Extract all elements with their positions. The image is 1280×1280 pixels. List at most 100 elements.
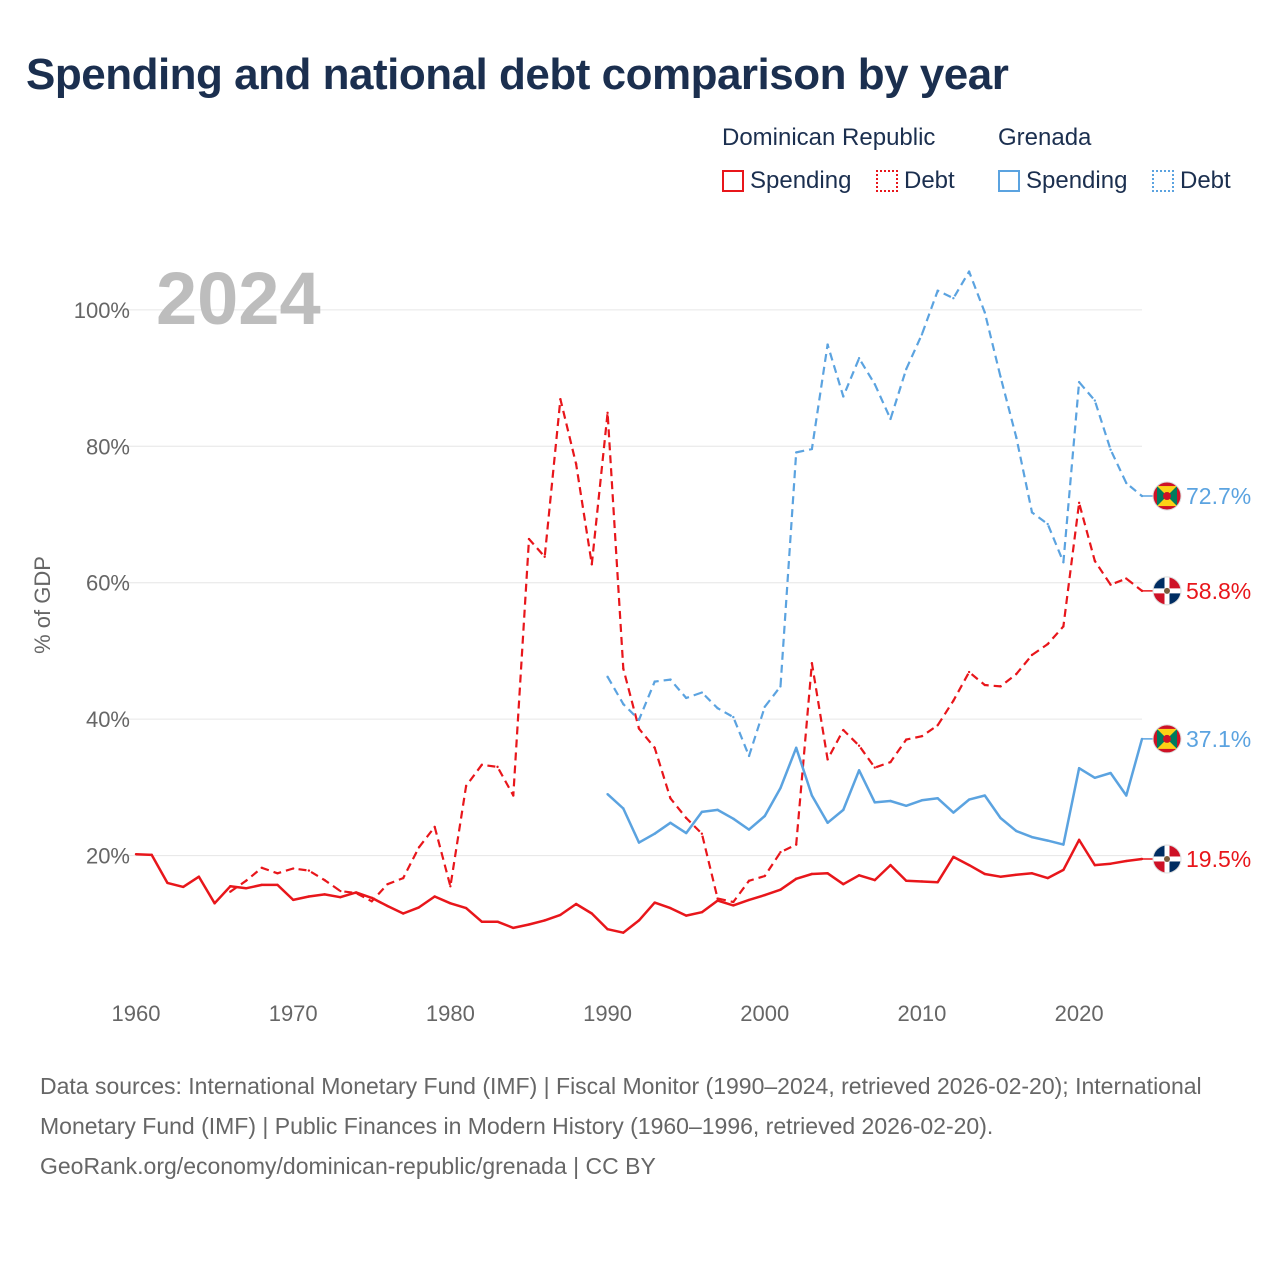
data-point bbox=[574, 902, 578, 906]
series-line-2 bbox=[606, 738, 1144, 846]
data-point bbox=[716, 707, 719, 710]
data-point bbox=[684, 696, 688, 700]
data-point bbox=[166, 881, 169, 885]
data-point bbox=[905, 879, 908, 883]
data-point bbox=[936, 880, 939, 884]
data-point bbox=[920, 880, 924, 883]
data-point bbox=[763, 705, 766, 709]
data-point bbox=[826, 758, 829, 761]
data-point bbox=[1093, 399, 1097, 402]
data-point bbox=[229, 885, 232, 888]
data-point bbox=[810, 872, 814, 876]
data-point bbox=[653, 680, 656, 683]
data-point bbox=[402, 876, 405, 880]
data-point bbox=[543, 919, 546, 922]
data-point bbox=[134, 852, 138, 856]
data-point bbox=[1046, 839, 1049, 842]
data-point bbox=[999, 685, 1002, 688]
data-point bbox=[527, 537, 531, 541]
data-point bbox=[1077, 380, 1081, 384]
data-point bbox=[842, 808, 845, 812]
data-point bbox=[606, 411, 609, 415]
end-value-label: 58.8% bbox=[1186, 578, 1251, 604]
data-point bbox=[857, 769, 861, 772]
data-point bbox=[716, 899, 719, 902]
end-value-label: 37.1% bbox=[1186, 726, 1251, 752]
data-point bbox=[684, 816, 688, 820]
data-point bbox=[842, 883, 845, 886]
data-point bbox=[999, 875, 1002, 878]
end-value-label: 72.7% bbox=[1186, 483, 1251, 509]
data-point bbox=[967, 863, 971, 867]
data-point bbox=[747, 879, 751, 883]
series-points-0 bbox=[134, 838, 1144, 934]
data-point bbox=[1093, 559, 1097, 563]
data-point bbox=[291, 898, 295, 902]
data-point bbox=[496, 920, 499, 923]
legend-label: Spending bbox=[1026, 167, 1128, 194]
legend-swatch-dotted bbox=[1152, 170, 1174, 192]
data-point bbox=[1062, 868, 1065, 872]
footer: Data sources: International Monetary Fun… bbox=[40, 1066, 1240, 1186]
data-point bbox=[1062, 561, 1065, 564]
data-point bbox=[433, 825, 436, 829]
legend-item-dr-spending[interactable]: Spending bbox=[722, 166, 851, 196]
legend-item-dr-debt[interactable]: Debt bbox=[876, 166, 955, 196]
data-point bbox=[1109, 771, 1112, 775]
data-point bbox=[622, 702, 625, 706]
data-point bbox=[464, 906, 468, 910]
data-point bbox=[244, 887, 248, 890]
data-point bbox=[669, 821, 672, 825]
y-tick-label: 20% bbox=[86, 844, 130, 869]
y-tick-label: 100% bbox=[74, 298, 130, 323]
data-point bbox=[826, 343, 829, 346]
x-tick-label: 1980 bbox=[426, 1001, 475, 1026]
data-point bbox=[779, 786, 782, 790]
data-point bbox=[606, 928, 609, 931]
data-point bbox=[653, 901, 656, 904]
data-point bbox=[684, 914, 688, 917]
data-point bbox=[983, 794, 987, 797]
data-point bbox=[637, 718, 641, 722]
data-point bbox=[386, 883, 389, 886]
data-point bbox=[700, 810, 704, 814]
dominican-republic-flag-icon bbox=[1152, 576, 1182, 606]
data-point bbox=[622, 931, 625, 934]
data-point bbox=[1030, 872, 1034, 875]
legend-country-grenada: Grenada bbox=[998, 124, 1092, 151]
data-point bbox=[637, 919, 641, 922]
data-point bbox=[1030, 653, 1034, 657]
data-point bbox=[1062, 625, 1065, 628]
data-point bbox=[590, 912, 594, 915]
data-point bbox=[1077, 501, 1081, 505]
data-point bbox=[1125, 859, 1128, 863]
series-points-3 bbox=[606, 270, 1144, 758]
grenada-flag-icon bbox=[1152, 724, 1182, 754]
data-point bbox=[716, 897, 719, 900]
data-point bbox=[747, 898, 751, 902]
data-point bbox=[889, 799, 892, 803]
series-points-1 bbox=[229, 397, 1144, 904]
data-point bbox=[323, 878, 326, 882]
data-point bbox=[1046, 522, 1049, 526]
data-point bbox=[622, 667, 625, 670]
data-point bbox=[999, 816, 1002, 820]
data-point bbox=[606, 675, 609, 679]
data-point bbox=[967, 270, 971, 273]
x-tick-label: 2020 bbox=[1055, 1001, 1104, 1026]
data-point bbox=[967, 798, 971, 801]
x-tick-label: 1970 bbox=[269, 1001, 318, 1026]
data-point bbox=[370, 896, 373, 900]
series-line-1 bbox=[229, 398, 1143, 904]
data-point bbox=[480, 763, 484, 767]
data-point bbox=[842, 395, 845, 398]
legend-item-grenada-debt[interactable]: Debt bbox=[1152, 166, 1231, 196]
data-point bbox=[653, 832, 656, 835]
data-point bbox=[653, 746, 656, 749]
legend-item-grenada-spending[interactable]: Spending bbox=[998, 166, 1127, 196]
data-point bbox=[307, 895, 311, 898]
data-point bbox=[826, 872, 829, 875]
data-point bbox=[920, 333, 924, 336]
data-point bbox=[810, 447, 814, 451]
data-point bbox=[1046, 876, 1049, 880]
